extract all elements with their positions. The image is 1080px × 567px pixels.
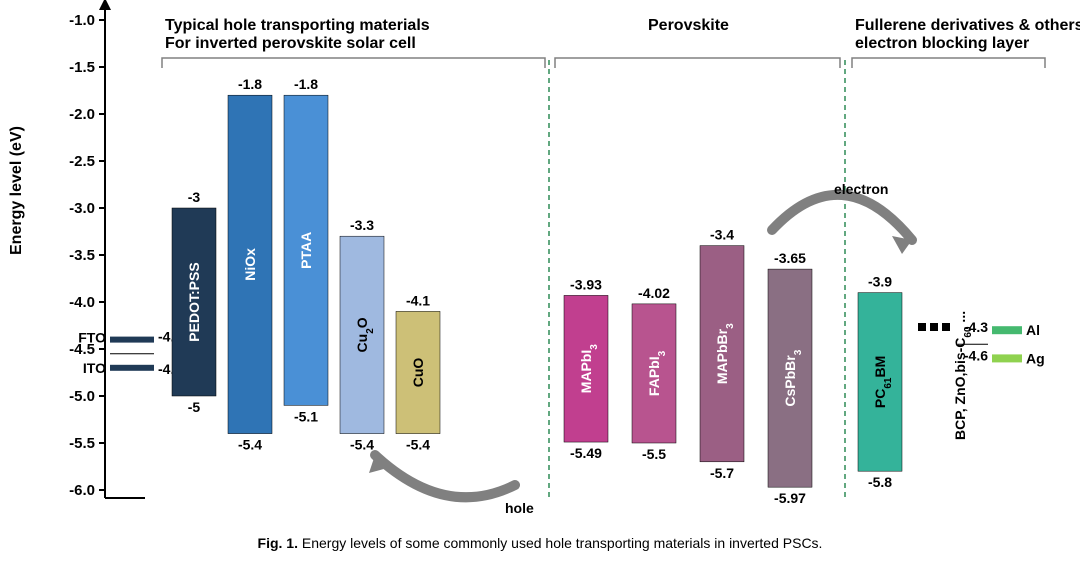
energy-level-diagram: -1.0-1.5-2.0-2.5-3.0-3.5-4.0-4.5-5.0-5.5… (0, 0, 1080, 567)
y-tick-label: -1.5 (69, 59, 95, 76)
region-title: electron blocking layer (855, 35, 1029, 52)
bar-bottom-value: -5.4 (238, 437, 262, 453)
bar-top-value: -3.93 (570, 276, 602, 292)
region-title: For inverted perovskite solar cell (165, 35, 416, 52)
bar-bottom-value: -5.97 (774, 490, 806, 506)
bar-bottom-value: -5.4 (350, 437, 374, 453)
bar-name: PTAA (298, 232, 314, 269)
bar-name: CuO (410, 358, 426, 388)
y-tick-label: -3.0 (69, 200, 95, 217)
bar-top-value: -3.65 (774, 250, 806, 266)
ito-label: ITO (83, 360, 106, 376)
ito-bar (110, 365, 154, 371)
bar-top-value: -3 (188, 189, 201, 205)
bar-top-value: -3.4 (710, 227, 734, 243)
y-tick-label: -2.0 (69, 106, 95, 123)
bar-bottom-value: -5.4 (406, 437, 430, 453)
region-title: Perovskite (648, 17, 729, 34)
y-axis-arrow (99, 0, 111, 10)
figure-caption: Fig. 1. Energy levels of some commonly u… (258, 535, 823, 551)
material-bar (858, 293, 902, 472)
y-tick-label: -5.0 (69, 388, 95, 405)
bar-bottom-value: -5.5 (642, 446, 666, 462)
fto-bar (110, 337, 154, 343)
fto-label: FTO (78, 330, 106, 346)
bar-bottom-value: -5.49 (570, 445, 602, 461)
bar-top-value: -3.9 (868, 274, 892, 290)
electron-label: electron (834, 181, 888, 197)
bar-top-value: -4.1 (406, 292, 430, 308)
y-tick-label: -4.0 (69, 294, 95, 311)
bar-top-value: -1.8 (238, 76, 262, 92)
bar-bottom-value: -5 (188, 399, 201, 415)
bar-bottom-value: -5.1 (294, 408, 318, 424)
more-dots (930, 323, 938, 331)
bar-name: PEDOT:PSS (186, 262, 202, 341)
bar-bottom-value: -5.8 (868, 474, 892, 490)
region-brace (555, 58, 840, 68)
electrode-bar (992, 354, 1022, 362)
region-brace (852, 58, 1045, 68)
electrode-name: Ag (1026, 350, 1045, 366)
region-title: Fullerene derivatives & others (855, 17, 1080, 34)
electrode-value: -4.3 (964, 319, 988, 335)
y-tick-label: -3.5 (69, 247, 95, 264)
y-tick-label: -5.5 (69, 435, 95, 452)
y-tick-label: -1.0 (69, 12, 95, 29)
electrode-name: Al (1026, 322, 1040, 338)
more-dots (918, 323, 926, 331)
bar-name: NiOx (242, 248, 258, 281)
hole-arrow (375, 455, 515, 497)
y-tick-label: -2.5 (69, 153, 95, 170)
region-title: Typical hole transporting materials (165, 17, 430, 34)
bar-top-value: -3.3 (350, 217, 374, 233)
y-tick-label: -6.0 (69, 482, 95, 499)
bar-top-value: -4.02 (638, 285, 670, 301)
region-brace (162, 58, 545, 68)
more-dots (942, 323, 950, 331)
electron-arrow (772, 195, 912, 240)
y-axis-label: Energy level (eV) (8, 126, 26, 255)
bar-bottom-value: -5.7 (710, 465, 734, 481)
electrode-value: -4.6 (964, 347, 988, 363)
bar-top-value: -1.8 (294, 76, 318, 92)
hole-label: hole (505, 500, 534, 516)
electrode-bar (992, 326, 1022, 334)
